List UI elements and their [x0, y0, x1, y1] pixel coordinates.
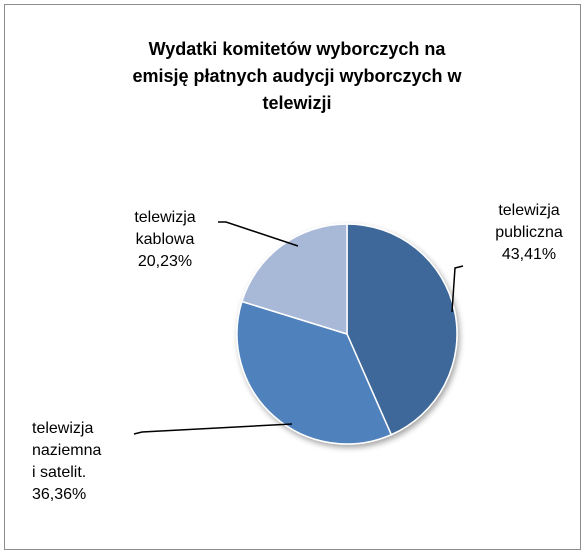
slice-label: telewizja kablowa 20,23% [128, 207, 202, 273]
chart-frame [4, 4, 581, 550]
slice-label: telewizja publiczna 43,41% [492, 200, 566, 266]
slice-value-label: 20,23% [137, 253, 193, 270]
leader-line [133, 423, 293, 435]
slice-label: telewizja naziemna i satelit. 36,36% [32, 418, 106, 506]
pie-slice [236, 300, 393, 445]
leader-line [451, 265, 464, 313]
leader-line [218, 221, 299, 247]
pie-slice [240, 223, 348, 336]
slice-category: telewizja naziemna i satelit. [32, 420, 102, 481]
pie-slice [346, 223, 458, 436]
pie [236, 223, 458, 445]
chart-title: Wydatki komitetów wyborczych na emisję p… [132, 39, 462, 113]
slice-category: telewizja publiczna [495, 202, 563, 241]
slice-category: telewizja kablowa [134, 209, 196, 248]
slice-value-label: 43,41% [501, 246, 557, 263]
slice-value-label: 36,36% [32, 486, 87, 503]
